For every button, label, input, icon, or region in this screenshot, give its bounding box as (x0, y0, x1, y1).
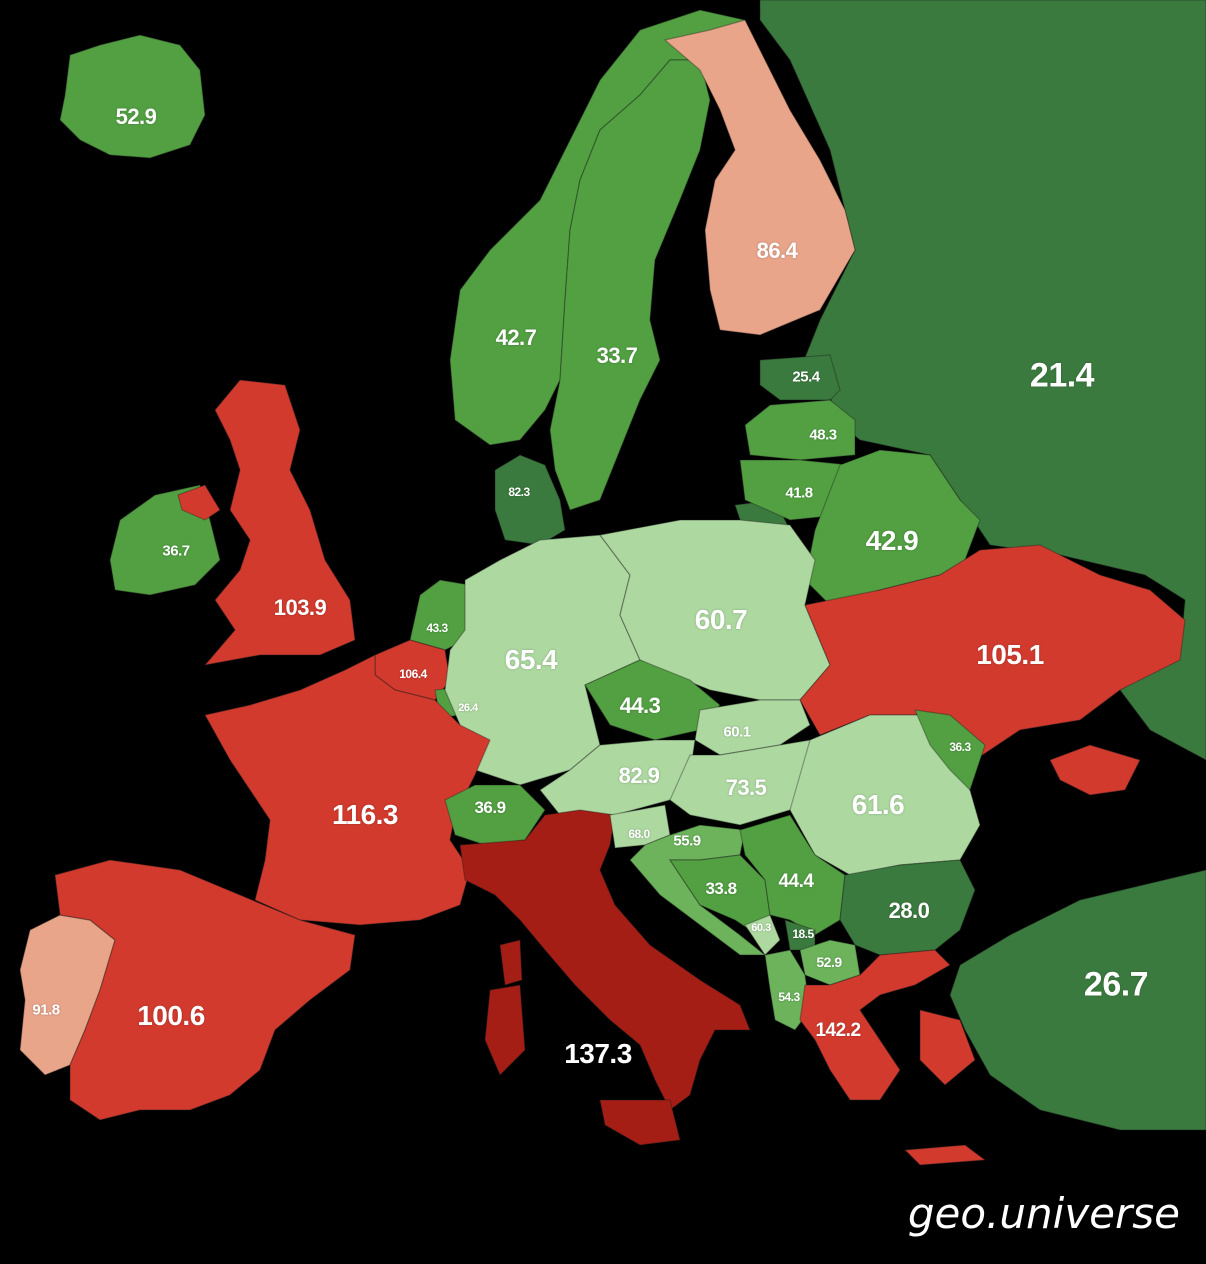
label-sweden: 33.7 (596, 343, 638, 368)
region-aegean-islands (919, 1009, 976, 1086)
region-bulgaria (839, 859, 976, 956)
region-romania (789, 714, 981, 876)
label-kosovo: 18.5 (792, 927, 814, 941)
label-estonia: 25.4 (792, 368, 820, 386)
region-moldova (914, 709, 986, 792)
region-uk (203, 379, 356, 666)
label-switzerland: 36.9 (474, 798, 506, 817)
label-slovakia: 60.1 (723, 723, 751, 741)
region-slovakia (694, 699, 811, 756)
region-corsica (499, 939, 523, 986)
label-finland: 86.4 (756, 238, 798, 263)
label-ireland: 36.7 (162, 542, 190, 560)
label-denmark: 82.3 (508, 485, 530, 499)
region-turkey (949, 869, 1206, 1131)
region-northern-ireland (177, 484, 221, 521)
region-iceland (59, 34, 206, 159)
region-montenegro (744, 914, 781, 956)
label-bosnia: 33.8 (705, 879, 737, 898)
label-russia: 21.4 (1029, 356, 1095, 395)
label-italy: 137.3 (564, 1038, 632, 1069)
label-czechia: 44.3 (619, 693, 661, 718)
label-moldova: 36.3 (949, 740, 971, 754)
label-poland: 60.7 (694, 604, 748, 635)
label-bulgaria: 28.0 (888, 898, 930, 923)
label-luxembourg: 26.4 (458, 702, 478, 714)
region-sweden (549, 59, 711, 511)
label-serbia: 44.4 (778, 871, 814, 892)
label-iceland: 52.9 (115, 104, 157, 129)
label-spain: 100.6 (137, 1000, 205, 1031)
region-crimea (1049, 744, 1141, 796)
region-denmark (494, 454, 566, 546)
label-netherlands: 43.3 (426, 621, 448, 635)
label-latvia: 48.3 (809, 426, 837, 444)
region-greece (799, 949, 951, 1101)
region-france (204, 654, 491, 926)
label-norway: 42.7 (495, 325, 537, 350)
label-north-macedonia: 52.9 (816, 954, 842, 970)
label-austria: 82.9 (618, 763, 660, 788)
label-hungary: 73.5 (725, 775, 767, 800)
label-greece: 142.2 (815, 1020, 861, 1041)
watermark-text: geo.universe (907, 1189, 1180, 1238)
region-sicily (599, 1099, 681, 1146)
region-spain (54, 859, 356, 1121)
label-croatia: 55.9 (673, 832, 701, 850)
label-turkey: 26.7 (1083, 965, 1149, 1004)
region-sardinia (484, 984, 526, 1077)
label-albania: 54.3 (778, 990, 800, 1004)
label-france: 116.3 (331, 799, 399, 830)
label-slovenia: 68.0 (628, 827, 650, 841)
label-portugal: 91.8 (32, 1001, 60, 1019)
label-romania: 61.6 (851, 789, 905, 820)
region-latvia (744, 399, 856, 461)
label-lithuania: 41.8 (785, 484, 813, 502)
region-crete (903, 1144, 987, 1166)
label-belarus: 42.9 (865, 525, 919, 556)
label-montenegro: 60.3 (751, 922, 771, 934)
region-finland (663, 19, 856, 336)
label-germany: 65.4 (504, 644, 558, 675)
label-ukraine: 105.1 (976, 639, 1044, 670)
label-uk: 103.9 (273, 595, 327, 620)
label-belgium: 106.4 (399, 667, 427, 681)
region-switzerland (444, 784, 546, 846)
region-ukraine (799, 544, 1186, 792)
